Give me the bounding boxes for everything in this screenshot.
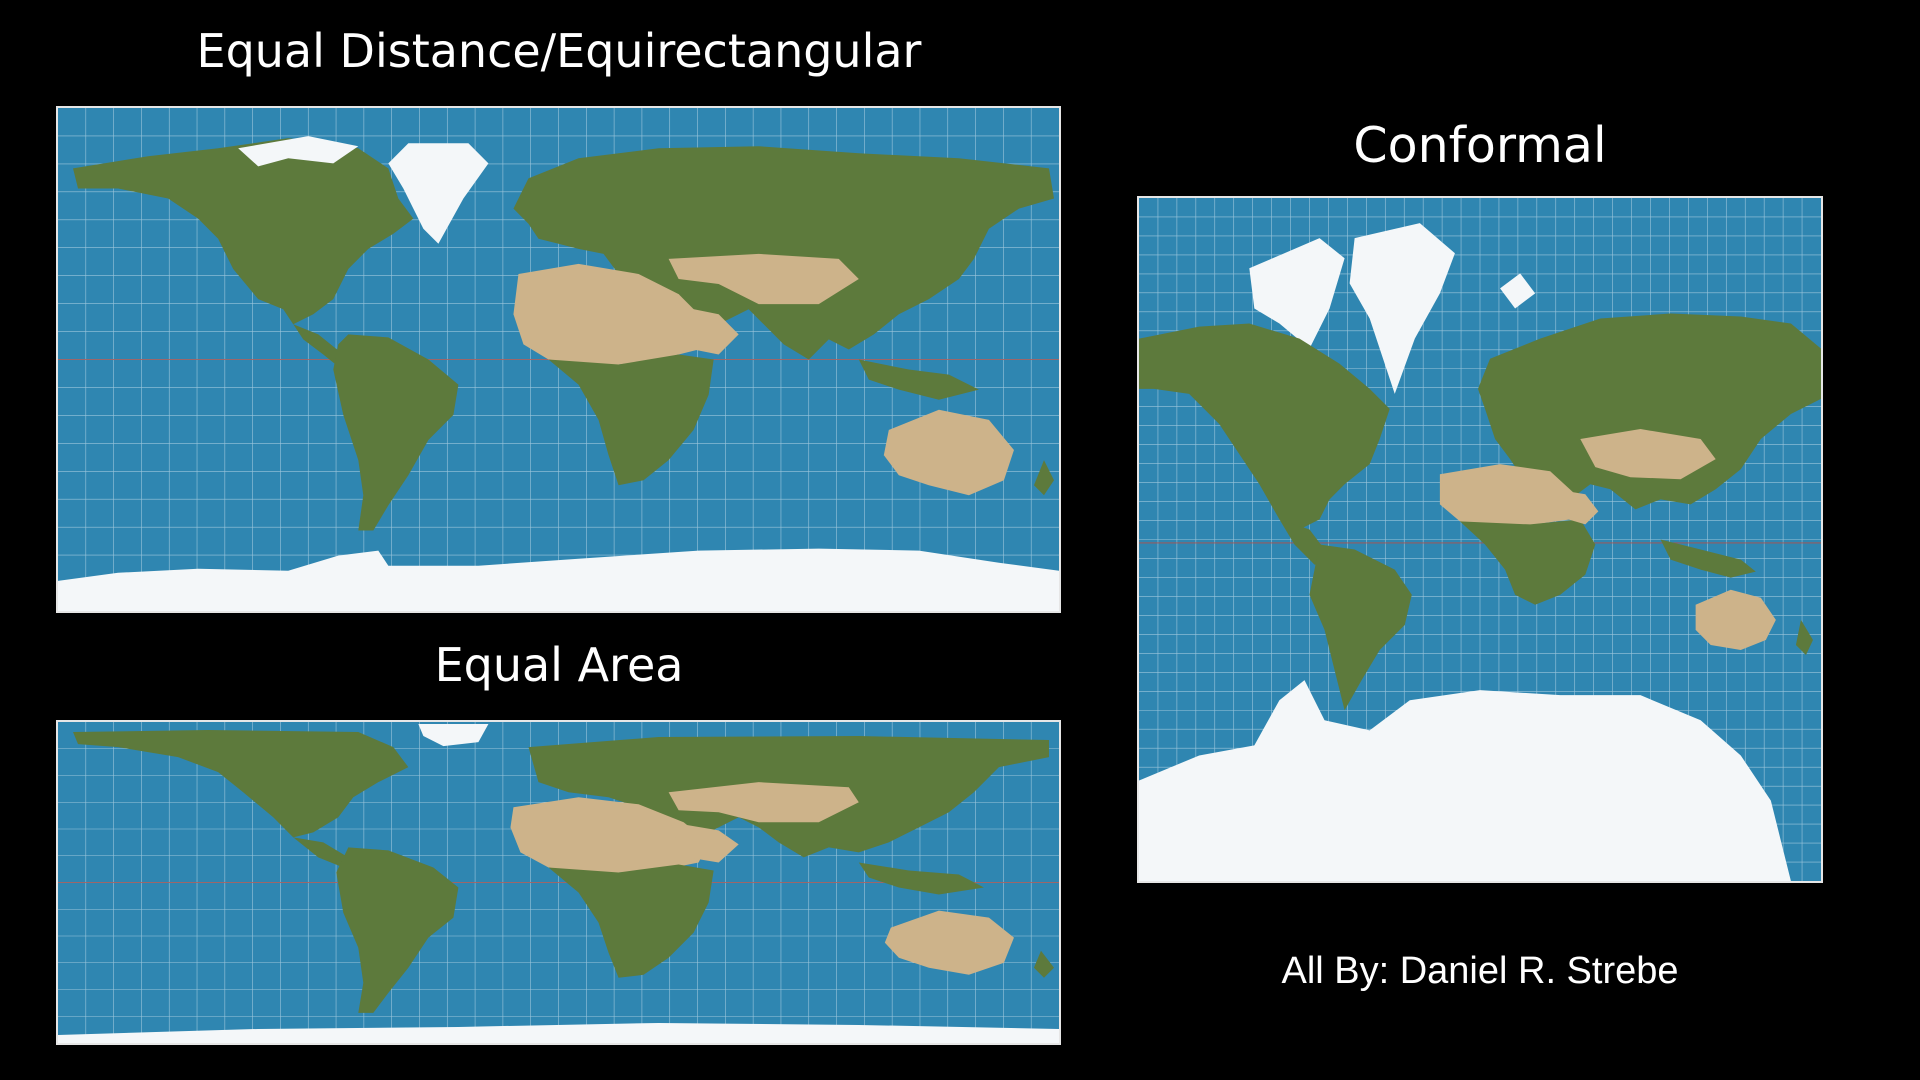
landmass <box>670 822 739 863</box>
landmass <box>1033 460 1054 496</box>
landmass <box>884 910 1014 975</box>
equal-area-map-image <box>58 722 1059 1043</box>
landmass <box>513 146 1054 360</box>
landmass <box>1500 273 1536 309</box>
landmass <box>1139 680 1791 881</box>
landmass <box>1439 464 1576 528</box>
landmass <box>336 847 459 1013</box>
landmass <box>388 143 489 244</box>
landmass <box>333 334 459 531</box>
landmass <box>73 730 409 838</box>
landmass <box>1555 489 1599 525</box>
landmass <box>883 409 1014 496</box>
equirectangular-map-image <box>58 108 1059 611</box>
landmass <box>668 253 859 305</box>
credit-text: All By: Daniel R. Strebe <box>1281 950 1679 992</box>
landmass <box>510 797 709 873</box>
landmass <box>668 304 739 355</box>
landmass <box>1033 950 1054 978</box>
landmass <box>58 548 1059 611</box>
landmass <box>513 263 709 365</box>
landmass <box>73 138 414 325</box>
equirectangular-map <box>56 106 1061 613</box>
landmass <box>1309 544 1412 711</box>
equal-area-map <box>56 720 1061 1045</box>
conformal-map-image <box>1139 198 1821 881</box>
landmass <box>1249 238 1345 349</box>
conformal-map <box>1137 196 1823 883</box>
landmass <box>418 724 489 747</box>
landmass <box>858 359 979 400</box>
landmass <box>58 1022 1059 1043</box>
landmass <box>293 837 359 868</box>
landmass <box>668 782 859 823</box>
equirectangular-title: Equal Distance/Equirectangular <box>196 24 922 78</box>
landmass <box>1349 223 1455 394</box>
landmass <box>1279 519 1330 565</box>
equal-area-title: Equal Area <box>434 638 684 692</box>
landmass <box>858 862 984 895</box>
landmass <box>1580 429 1716 480</box>
landmass <box>548 354 714 486</box>
conformal-title: Conformal <box>1353 117 1607 174</box>
landmass <box>1459 519 1596 605</box>
landmass <box>1660 539 1756 578</box>
landmass <box>1139 323 1390 530</box>
landmass <box>1695 589 1776 650</box>
landmass <box>548 864 714 978</box>
landmass <box>1795 619 1813 656</box>
landmass <box>238 136 359 167</box>
landmass <box>1477 313 1821 510</box>
